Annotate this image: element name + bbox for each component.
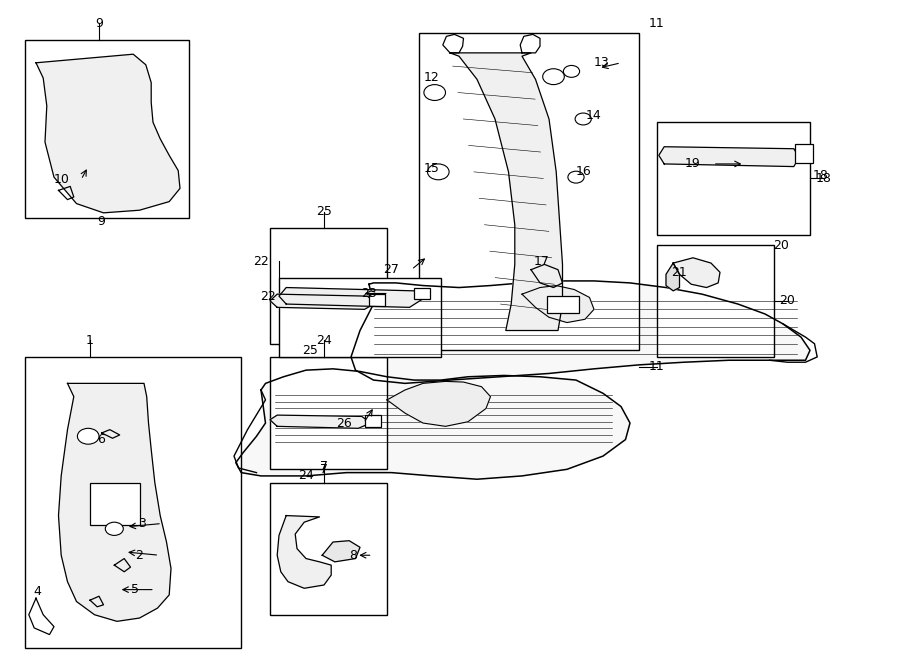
Bar [657, 245, 774, 357]
Text: 23: 23 [361, 287, 377, 300]
Text: 20: 20 [773, 239, 789, 253]
Circle shape [543, 69, 564, 85]
Polygon shape [673, 258, 720, 288]
Text: 9: 9 [97, 215, 104, 228]
Text: 24: 24 [298, 469, 314, 483]
Bar [25, 357, 241, 648]
Polygon shape [236, 369, 630, 479]
Text: 9: 9 [95, 17, 103, 30]
Text: 14: 14 [586, 109, 602, 122]
Bar [25, 40, 189, 218]
Text: 20: 20 [779, 294, 796, 307]
Text: 24: 24 [316, 334, 332, 347]
Polygon shape [387, 381, 491, 426]
Polygon shape [322, 541, 360, 562]
Text: 19: 19 [685, 157, 701, 171]
Bar [279, 278, 441, 357]
Circle shape [77, 428, 99, 444]
Bar [657, 122, 810, 235]
Bar [270, 483, 387, 615]
Circle shape [568, 171, 584, 183]
Bar [369, 294, 385, 306]
Bar [547, 296, 579, 313]
Polygon shape [659, 147, 799, 167]
Text: 8: 8 [349, 549, 356, 562]
Text: 22: 22 [253, 254, 269, 268]
Polygon shape [351, 281, 810, 383]
Text: 3: 3 [139, 517, 146, 530]
Text: 2: 2 [136, 549, 143, 562]
Text: 7: 7 [320, 459, 328, 473]
Text: 18: 18 [815, 172, 832, 185]
Bar [270, 357, 387, 469]
Bar [270, 228, 387, 344]
Circle shape [563, 65, 580, 77]
Text: 13: 13 [593, 56, 609, 69]
Circle shape [575, 113, 591, 125]
Polygon shape [36, 54, 180, 213]
Circle shape [105, 522, 123, 535]
Polygon shape [270, 415, 371, 428]
Circle shape [428, 164, 449, 180]
Polygon shape [279, 288, 423, 307]
Text: 16: 16 [575, 165, 591, 178]
Text: 12: 12 [424, 71, 440, 85]
Text: 25: 25 [302, 344, 319, 357]
Text: 11: 11 [649, 360, 665, 373]
Polygon shape [58, 383, 171, 621]
Bar [364, 415, 381, 427]
Bar [795, 144, 813, 163]
Text: 1: 1 [86, 334, 94, 347]
Text: 5: 5 [131, 583, 139, 596]
Text: 4: 4 [34, 585, 41, 598]
Bar [414, 288, 430, 299]
Polygon shape [450, 53, 562, 330]
Text: 21: 21 [671, 266, 688, 279]
Text: 6: 6 [97, 433, 104, 446]
Text: 10: 10 [53, 173, 69, 186]
Polygon shape [666, 263, 680, 291]
Text: 25: 25 [316, 205, 332, 218]
Text: 7: 7 [320, 463, 328, 476]
Polygon shape [270, 294, 376, 309]
Text: 26: 26 [336, 416, 352, 430]
Circle shape [424, 85, 446, 100]
Text: 22: 22 [260, 290, 276, 303]
Text: 27: 27 [383, 263, 400, 276]
Bar [418, 33, 639, 350]
Text: 15: 15 [424, 162, 440, 175]
Text: 11: 11 [649, 17, 665, 30]
Polygon shape [522, 286, 594, 323]
Text: 18: 18 [813, 169, 829, 182]
Text: 17: 17 [534, 254, 550, 268]
Bar [90, 483, 140, 525]
Polygon shape [277, 516, 331, 588]
